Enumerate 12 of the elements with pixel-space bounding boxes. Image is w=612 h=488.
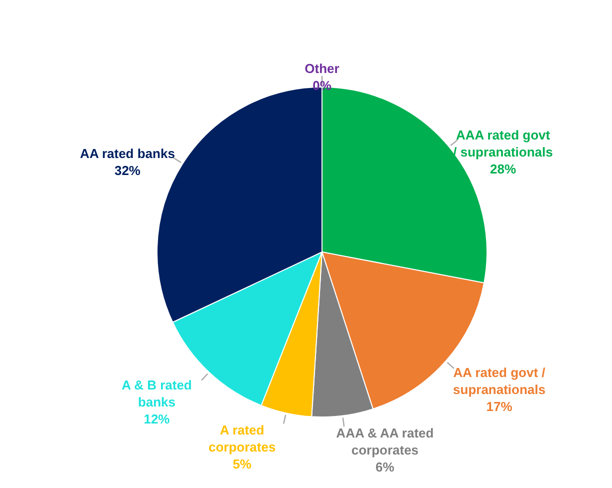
data-label: 17% [486,399,513,414]
slice-label: A rated corporates [208,422,276,455]
data-label: 28% [490,161,516,176]
category-label: Other [304,61,340,76]
data-label: 5% [232,456,252,472]
data-label: 6% [376,460,395,475]
slice-label: AA rated govt / supranationals [453,365,546,398]
slice-label: A & B rated banks [122,377,192,410]
slice-label: AAA & AA rated corporates [336,426,434,458]
data-label: 32% [114,162,141,178]
data-label: 12% [144,411,170,426]
slice-label: AA rated banks [80,146,175,161]
